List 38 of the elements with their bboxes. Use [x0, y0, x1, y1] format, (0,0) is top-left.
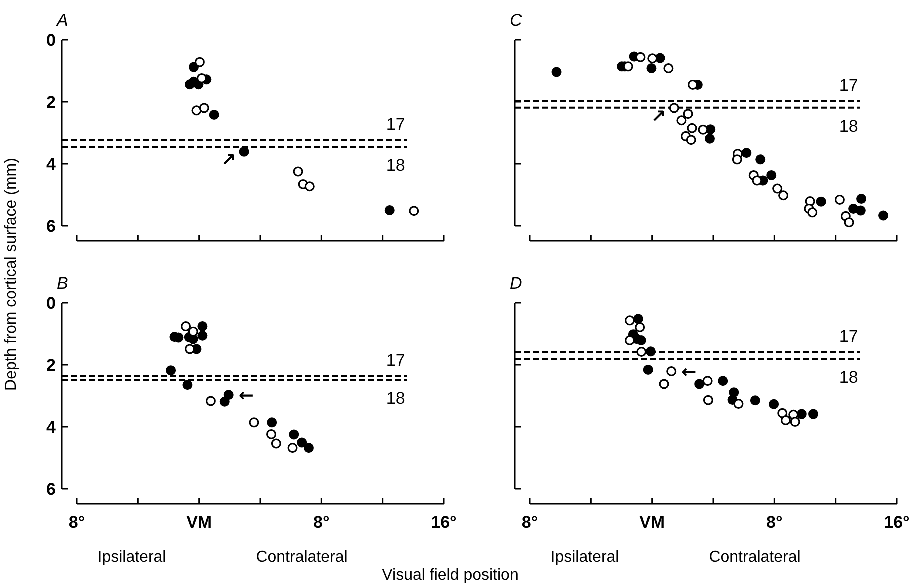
y-tick-label: 4 [46, 418, 57, 437]
annotation: 18 [386, 389, 406, 408]
annotation: ↗ [221, 150, 236, 172]
x-tick-label: 16° [884, 513, 910, 532]
y-tick-label: 0 [46, 294, 56, 313]
x-tick-label: 8° [68, 513, 86, 532]
x-axis-title: Visual field position [382, 567, 519, 584]
x-tick-label: 8° [522, 513, 538, 532]
y-tick-label: 2 [46, 92, 56, 112]
text: Ipsilateral [550, 549, 620, 566]
x-tick-label: 8° [766, 513, 783, 532]
y-tick-label: 2 [46, 356, 56, 375]
text: Contralateral [709, 549, 801, 566]
annotation: 17 [386, 351, 406, 370]
y-tick-label: 6 [46, 216, 56, 236]
chart-title: B [57, 274, 68, 293]
annotation: ← [682, 362, 697, 383]
annotation: ↗ [651, 106, 666, 128]
chart-title: A [56, 11, 68, 30]
x-tick-label: VM [186, 513, 212, 532]
y-axis-title: Depth from cortical surface (mm) [3, 158, 20, 391]
annotation: 18 [839, 116, 858, 136]
y-tick-label: 6 [46, 480, 56, 499]
text: Contralateral [256, 549, 348, 566]
annotation: 17 [839, 326, 858, 346]
y-tick-label: 0 [46, 30, 56, 50]
x-tick-label: VM [640, 513, 666, 532]
chart-title: D [510, 274, 522, 293]
annotation: 17 [839, 76, 858, 96]
y-tick-label: 4 [46, 154, 57, 174]
annotation: 17 [386, 115, 406, 134]
annotation: 18 [386, 156, 406, 175]
x-tick-label: 8° [314, 513, 330, 532]
x-tick-label: 16° [431, 513, 458, 532]
chart-title: C [510, 11, 523, 30]
annotation: ← [238, 385, 254, 406]
annotation: 18 [839, 368, 858, 388]
text: Ipsilateral [98, 549, 166, 566]
